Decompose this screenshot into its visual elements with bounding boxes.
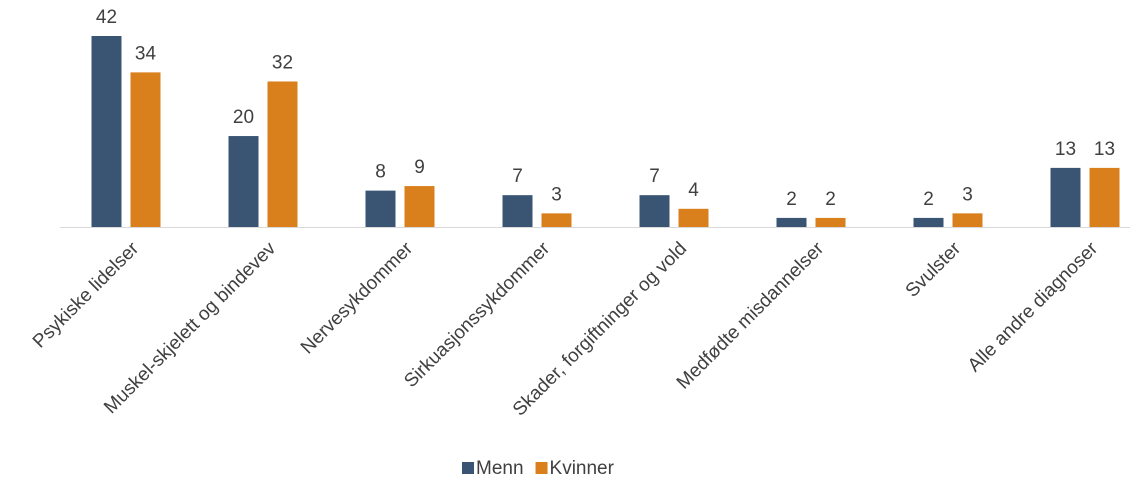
data-label: 32 [272,52,293,73]
legend-label: Kvinner [550,458,615,479]
data-label: 42 [96,7,117,28]
bar [639,195,670,227]
bar [776,217,807,227]
bar [404,186,435,227]
bar [815,217,846,227]
data-label: 13 [1055,139,1076,160]
data-label: 4 [688,180,699,201]
bar [228,136,259,227]
data-label: 8 [375,162,386,183]
x-tick-label: Nervesykdommer [297,238,418,359]
legend-swatch [462,462,474,474]
bar [678,208,709,227]
bar [1050,167,1081,227]
data-label: 2 [923,189,934,210]
legend-label: Menn [476,458,524,479]
x-tick-label: Sirkuasjonssykdommer [400,238,554,392]
data-label: 13 [1094,139,1115,160]
legend-swatch [535,462,548,474]
data-label: 20 [233,107,254,128]
bar [541,213,572,227]
bar [91,36,122,227]
data-label: 2 [786,189,797,210]
bar [1089,167,1120,227]
x-tick-label: Psykiske lidelser [29,238,144,353]
bar [952,213,983,227]
bar [130,72,161,227]
data-label: 9 [414,157,425,178]
bar [913,217,944,227]
bar [502,195,533,227]
data-label: 7 [649,166,660,187]
bar [365,190,396,227]
data-label: 2 [825,189,836,210]
bar [267,81,298,227]
data-label: 3 [551,184,562,205]
x-tick-label: Medfødte misdannelser [673,238,829,394]
data-label: 3 [962,184,973,205]
data-label: 34 [135,43,157,64]
data-label: 7 [512,166,523,187]
x-tick-label: Svulster [902,238,966,302]
x-tick-label: Alle andre diagnoser [964,238,1103,377]
